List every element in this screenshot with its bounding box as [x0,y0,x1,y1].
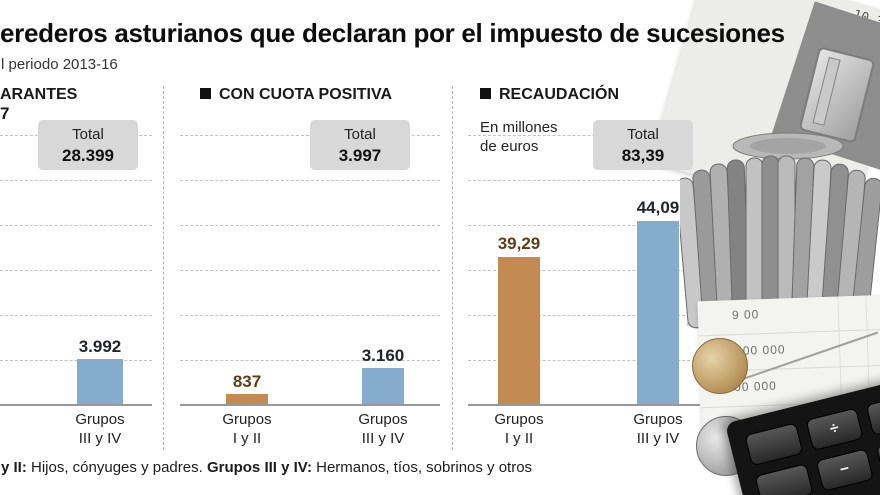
page-title: erederos asturianos que declaran por el … [0,18,785,48]
total-value: 28.399 [62,146,114,165]
bar-recaudacion-grupos-1-2 [498,257,540,405]
axis-baseline [180,404,440,406]
calc-key-plus: + [876,432,880,477]
total-label: Total [344,126,376,143]
gridline [468,360,700,361]
bar-value-label: 39,29 [497,234,541,253]
footnote-bold: Grupos III y IV: [206,459,312,476]
bar-value-label: 837 [232,372,262,391]
unit-line: de euros [480,138,539,155]
total-label: Total [627,126,659,143]
panel-separator [452,86,453,450]
bar-cuota-grupos-3-4 [362,368,404,404]
panel-title-text: RECAUDACIÓN [499,86,619,103]
panel-title-recaudacion: RECAUDACIÓN [480,86,619,104]
panel-title-declarantes: ARANTES [0,86,78,103]
category-label: Grupos I y II [205,410,289,448]
bar-recaudacion-grupos-3-4 [637,221,679,405]
footnote-bold: y II: [1,459,27,476]
total-value: 83,39 [621,146,665,165]
category-line: Grupos [494,411,544,428]
gridline [468,135,700,136]
gridline [180,270,440,271]
total-value: 3.997 [338,146,382,165]
bar-cuota-grupos-1-2 [226,394,268,404]
bar-value-label: 3.160 [361,346,405,365]
footnote-text: Hermanos, tíos, sobrinos y otros [311,459,533,476]
panel-title-cuota-positiva: CON CUOTA POSITIVA [200,86,392,104]
gridline [180,360,440,361]
photo-collage: 10.30 71.30 2.35 2012.03.31 2012.06.30 2… [648,0,880,495]
gridline [0,180,152,181]
bullet-square-icon [200,88,211,99]
footnote-text: Hijos, cónyuges y padres. [26,459,207,476]
unit-label: En millones de euros [480,118,558,156]
gridline [180,180,440,181]
category-line: I y II [504,430,534,447]
total-label: Total [72,126,104,143]
panel-title-text: CON CUOTA POSITIVA [219,86,393,103]
gridline [0,225,152,226]
gridline [180,315,440,316]
category-label: Grupos III y IV [616,410,700,448]
calc-key [754,463,814,495]
category-line: I y II [232,430,262,447]
bar-declarantes-grupos-3-4 [77,359,123,404]
footnote: y II: Hijos, cónyuges y padres. Grupos I… [1,459,532,476]
ledger-rule [698,328,880,337]
calc-key-divide: ÷ [805,407,865,452]
calc-key [744,422,804,467]
category-label: Grupos III y IV [58,410,142,448]
total-badge-cuota: Total 3.997 [310,120,410,170]
category-label: Grupos III y IV [341,410,425,448]
bullet-square-icon [480,88,491,99]
total-badge-recaudacion: Total 83,39 [593,120,693,170]
bar-value-label: 3.992 [78,337,122,356]
axis-baseline [468,404,700,406]
gridline [468,225,700,226]
page-subtitle: l periodo 2013-16 [1,56,118,73]
gridline [468,270,700,271]
gridline [0,315,152,316]
category-line: Grupos [358,411,408,428]
category-line: Grupos [75,411,125,428]
category-line: Grupos [633,411,683,428]
unit-line: En millones [480,119,558,136]
gridline [468,315,700,316]
cropped-value-label: 7 [0,104,10,123]
total-badge-declarantes: Total 28.399 [38,120,138,170]
gridline [468,180,700,181]
gridline [0,270,152,271]
category-line: III y IV [636,430,680,447]
gold-coin-icon [692,338,748,394]
gridline [0,360,152,361]
calc-key-minus: − [815,448,875,492]
category-line: III y IV [361,430,405,447]
ledger-number: 9 00 [731,307,760,323]
bar-value-label: 44,09 [636,198,680,217]
category-label: Grupos I y II [477,410,561,448]
gridline [180,225,440,226]
axis-baseline [0,404,152,406]
calc-key-multiply: × [865,392,880,437]
category-line: III y IV [78,430,122,447]
category-line: Grupos [222,411,272,428]
panel-separator [163,86,164,450]
